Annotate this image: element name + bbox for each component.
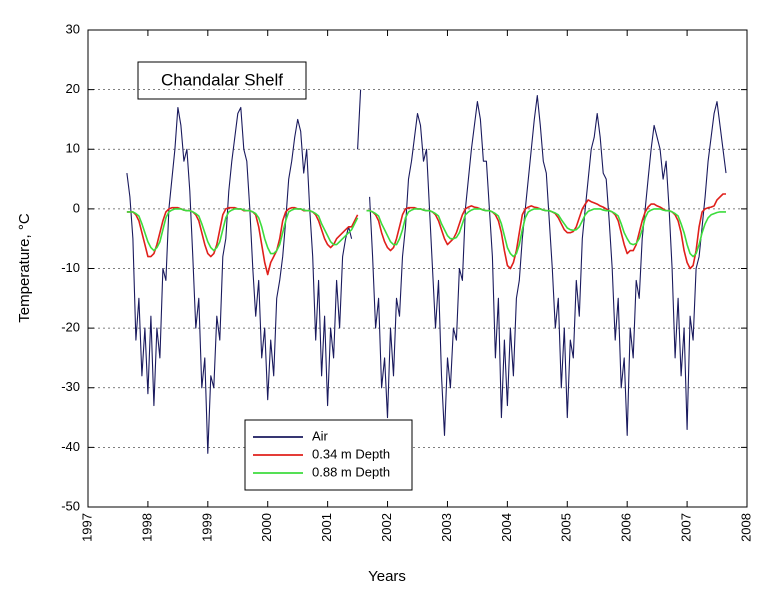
y-tick-label: 10 xyxy=(66,141,80,156)
chart-title: Chandalar Shelf xyxy=(161,70,283,89)
plot-frame xyxy=(87,29,748,508)
y-tick-label: 30 xyxy=(66,21,80,36)
series-line xyxy=(126,193,726,276)
series-line xyxy=(126,208,726,258)
y-tick-label: -20 xyxy=(61,320,80,335)
x-tick-label: 1999 xyxy=(199,513,214,542)
x-tick-label: 2007 xyxy=(679,513,694,542)
x-tick-label: 2004 xyxy=(499,513,514,542)
x-tick-label: 2006 xyxy=(619,513,634,542)
y-tick-label: -30 xyxy=(61,379,80,394)
x-tick-label: 2002 xyxy=(379,513,394,542)
x-tick-label: 1997 xyxy=(79,513,94,542)
legend-label: 0.88 m Depth xyxy=(312,464,390,479)
x-tick-label: 2000 xyxy=(259,513,274,542)
legend-label: Air xyxy=(312,428,329,443)
title-box xyxy=(137,61,307,100)
y-tick-label: -10 xyxy=(61,260,80,275)
y-tick-label: 20 xyxy=(66,81,80,96)
x-axis-label: Years xyxy=(368,568,406,585)
x-tick-label: 2008 xyxy=(738,513,753,542)
series-line xyxy=(126,89,727,454)
y-tick-label: 0 xyxy=(73,200,80,215)
x-tick-label: 2001 xyxy=(319,513,334,542)
y-axis-label: Temperature, °C xyxy=(16,213,33,323)
y-tick-label: -40 xyxy=(61,439,80,454)
y-tick-label: -50 xyxy=(61,498,80,513)
x-tick-label: 2003 xyxy=(439,513,454,542)
legend-label: 0.34 m Depth xyxy=(312,446,390,461)
x-tick-label: 1998 xyxy=(139,513,154,542)
x-tick-label: 2005 xyxy=(559,513,574,542)
